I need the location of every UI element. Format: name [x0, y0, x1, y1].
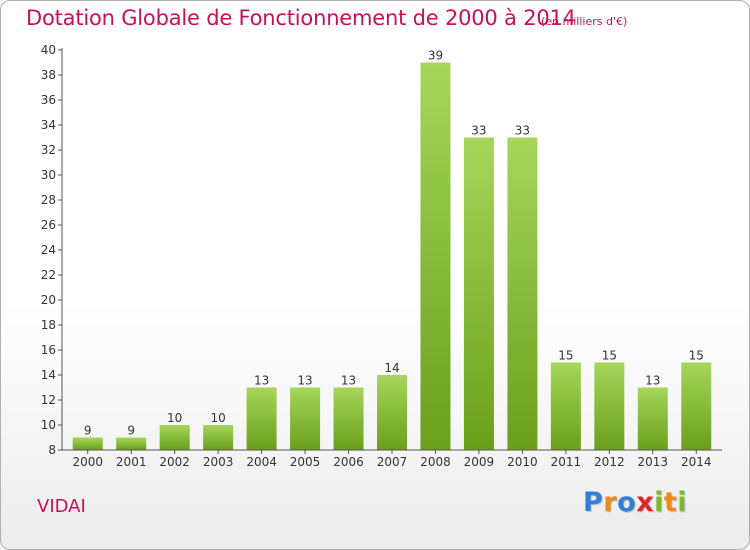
- chart-title: Dotation Globale de Fonctionnement de 20…: [26, 6, 576, 30]
- value-label-2002: 10: [167, 411, 182, 425]
- logo-letter: i: [677, 487, 688, 518]
- y-tick-label: 32: [41, 143, 56, 157]
- x-tick-label-2000: 2000: [72, 455, 103, 469]
- value-label-2008: 39: [428, 49, 443, 63]
- commune-name: VIDAI: [37, 496, 86, 517]
- x-tick-label-2003: 2003: [203, 455, 234, 469]
- bar-2014: [681, 362, 712, 450]
- y-tick-label: 16: [41, 343, 56, 357]
- bars-group: [72, 62, 712, 450]
- y-tick-label: 38: [41, 68, 56, 82]
- x-tick-label-2014: 2014: [681, 455, 712, 469]
- logo-letter: r: [603, 487, 618, 518]
- bar-2004: [246, 387, 277, 450]
- x-tick-label-2002: 2002: [159, 455, 190, 469]
- logo-letter: t: [663, 487, 678, 518]
- logo-letter: P: [583, 487, 604, 518]
- y-tick-label: 36: [41, 93, 56, 107]
- bar-2006: [333, 387, 364, 450]
- bar-2007: [377, 375, 407, 450]
- y-tick-label: 22: [41, 268, 56, 282]
- y-tick-label: 28: [41, 193, 56, 207]
- bar-2009: [463, 137, 494, 450]
- bar-2000: [72, 437, 103, 450]
- x-tick-label-2001: 2001: [116, 455, 147, 469]
- y-tick-label: 20: [41, 293, 56, 307]
- y-tick-label: 40: [41, 43, 56, 57]
- x-tick-label-2005: 2005: [290, 455, 321, 469]
- x-tick-label-2011: 2011: [551, 455, 582, 469]
- bar-2013: [637, 387, 668, 450]
- logo-letter: o: [617, 487, 637, 518]
- proxiti-logo[interactable]: Proxiti: [583, 487, 687, 518]
- value-label-2005: 13: [297, 374, 312, 388]
- y-tick-label: 12: [41, 393, 56, 407]
- y-tick-label: 30: [41, 168, 56, 182]
- y-tick-label: 34: [41, 118, 56, 132]
- y-tick-label: 14: [41, 368, 56, 382]
- value-label-2009: 33: [471, 124, 486, 138]
- value-label-2012: 15: [602, 349, 617, 363]
- value-label-2004: 13: [254, 374, 269, 388]
- value-label-2006: 13: [341, 374, 356, 388]
- y-tick-label: 26: [41, 218, 56, 232]
- x-tick-label-2009: 2009: [464, 455, 495, 469]
- bar-2011: [550, 362, 581, 450]
- x-tick-label-2012: 2012: [594, 455, 625, 469]
- y-tick-label: 10: [41, 418, 56, 432]
- bar-2012: [594, 362, 625, 450]
- value-label-2013: 13: [645, 374, 660, 388]
- bar-2010: [507, 137, 538, 450]
- y-tick-label: 24: [41, 243, 56, 257]
- x-tick-label-2013: 2013: [638, 455, 669, 469]
- logo-letter: i: [654, 487, 664, 518]
- value-label-2011: 15: [558, 349, 573, 363]
- bar-2005: [290, 387, 321, 450]
- y-tick-label: 8: [48, 443, 56, 457]
- value-label-2010: 33: [515, 124, 530, 138]
- value-label-2001: 9: [127, 424, 135, 438]
- value-label-2000: 9: [84, 424, 92, 438]
- value-labels-group: 9 9 10 10 13 13 13 14 39 33 33 15 15 13 15: [84, 49, 704, 438]
- bar-2002: [159, 425, 190, 450]
- bar-2008: [420, 62, 451, 450]
- logo-letter: x: [636, 487, 655, 518]
- x-tick-label-2004: 2004: [246, 455, 277, 469]
- value-label-2003: 10: [210, 411, 225, 425]
- x-tick-label-2006: 2006: [333, 455, 364, 469]
- x-tick-label-2007: 2007: [377, 455, 408, 469]
- bar-2003: [203, 425, 234, 450]
- x-tick-label-2010: 2010: [507, 455, 538, 469]
- x-axis: 2000 2001 2002 2003 2004 2005 2006 2007 2008 2009…: [62, 449, 722, 469]
- x-tick-label-2008: 2008: [420, 455, 451, 469]
- chart-unit: (en milliers d'€): [541, 15, 628, 28]
- y-axis: 8 10 12 14 16 18 20 22 24 26 28 30 32 34 36 38 40: [41, 43, 63, 457]
- value-label-2014: 15: [689, 349, 704, 363]
- value-label-2007: 14: [384, 361, 399, 375]
- y-tick-label: 18: [41, 318, 56, 332]
- bar-2001: [116, 437, 147, 450]
